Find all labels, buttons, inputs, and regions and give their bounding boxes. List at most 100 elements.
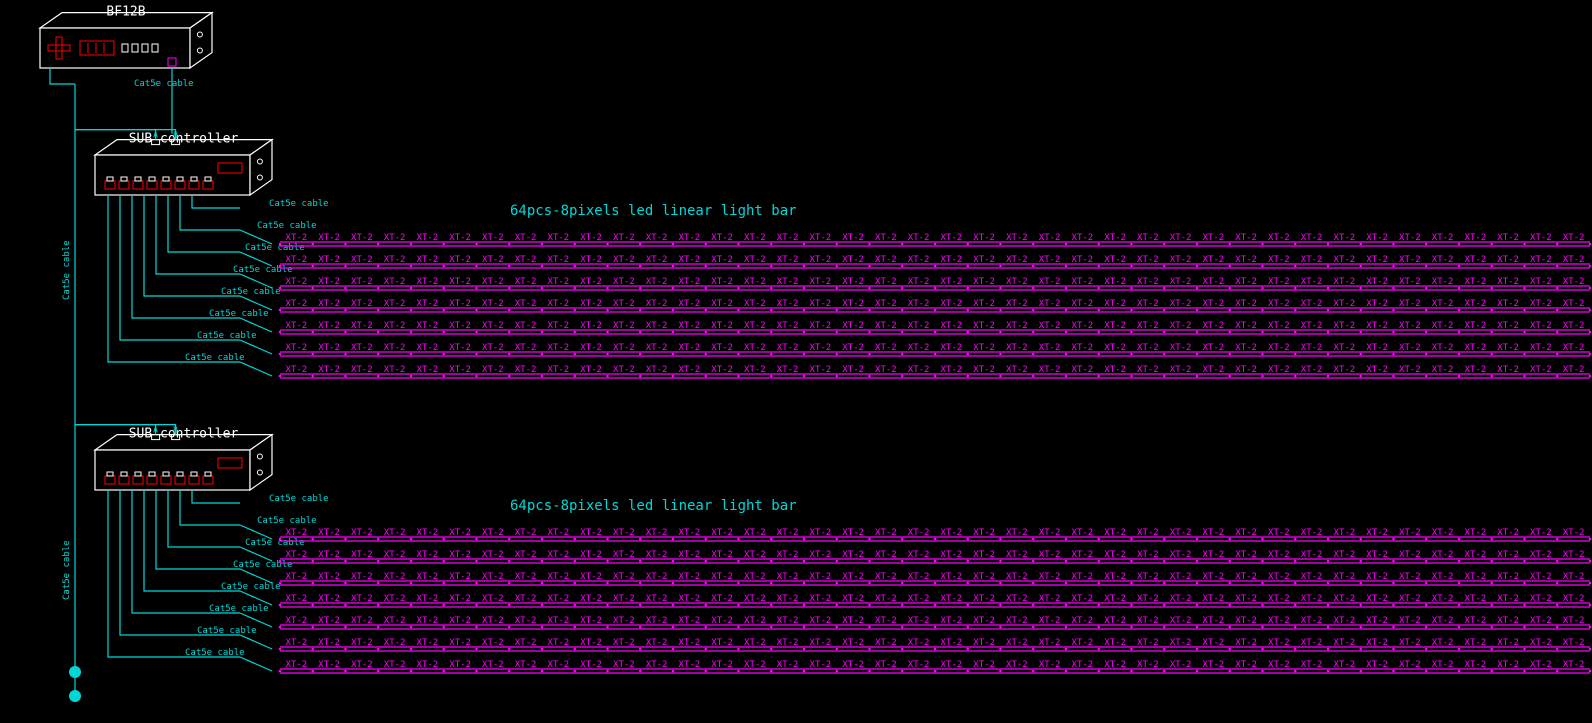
led-unit-label: XT-2 — [941, 528, 963, 538]
led-unit-label: XT-2 — [1334, 365, 1356, 375]
led-unit-label: XT-2 — [711, 277, 733, 287]
led-unit-label: XT-2 — [384, 638, 406, 648]
led-unit-label: XT-2 — [679, 616, 701, 626]
led-unit-label: XT-2 — [1039, 528, 1061, 538]
led-unit-label: XT-2 — [1006, 572, 1028, 582]
led-unit-label: XT-2 — [318, 638, 340, 648]
led-unit-label: XT-2 — [1039, 660, 1061, 670]
led-unit-label: XT-2 — [973, 277, 995, 287]
led-unit-label: XT-2 — [384, 255, 406, 265]
led-unit-label: XT-2 — [318, 550, 340, 560]
led-unit-label: XT-2 — [449, 528, 471, 538]
led-unit-label: XT-2 — [515, 616, 537, 626]
led-unit-label: XT-2 — [1170, 299, 1192, 309]
led-unit-label: XT-2 — [1072, 528, 1094, 538]
led-bar-row: XT-2XT-2XT-2XT-2XT-2XT-2XT-2XT-2XT-2XT-2… — [279, 638, 1592, 651]
led-unit-label: XT-2 — [875, 343, 897, 353]
led-bar-row: XT-2XT-2XT-2XT-2XT-2XT-2XT-2XT-2XT-2XT-2… — [279, 299, 1592, 312]
led-unit-label: XT-2 — [1268, 365, 1290, 375]
led-unit-label: XT-2 — [1530, 321, 1552, 331]
trunk-node — [69, 666, 81, 678]
led-unit-label: XT-2 — [1366, 343, 1388, 353]
led-unit-label: XT-2 — [679, 660, 701, 670]
led-unit-label: XT-2 — [646, 233, 668, 243]
led-unit-label: XT-2 — [548, 550, 570, 560]
led-unit-label: XT-2 — [1366, 233, 1388, 243]
led-bar-row: XT-2XT-2XT-2XT-2XT-2XT-2XT-2XT-2XT-2XT-2… — [279, 233, 1592, 246]
led-unit-label: XT-2 — [482, 255, 504, 265]
led-unit-label: XT-2 — [842, 277, 864, 287]
port-cable — [180, 490, 240, 525]
led-unit-label: XT-2 — [875, 550, 897, 560]
led-unit-label: XT-2 — [1563, 616, 1585, 626]
led-unit-label: XT-2 — [1137, 299, 1159, 309]
led-unit-label: XT-2 — [1104, 594, 1126, 604]
led-unit-label: XT-2 — [351, 365, 373, 375]
led-unit-label: XT-2 — [449, 550, 471, 560]
led-unit-label: XT-2 — [417, 255, 439, 265]
main-controller: BF12B — [40, 5, 212, 68]
led-unit-label: XT-2 — [1301, 660, 1323, 670]
led-unit-label: XT-2 — [515, 255, 537, 265]
led-unit-label: XT-2 — [679, 321, 701, 331]
led-unit-label: XT-2 — [875, 572, 897, 582]
led-unit-label: XT-2 — [1006, 616, 1028, 626]
led-unit-label: XT-2 — [318, 660, 340, 670]
led-unit-label: XT-2 — [1563, 365, 1585, 375]
led-unit-label: XT-2 — [449, 255, 471, 265]
led-unit-label: XT-2 — [875, 299, 897, 309]
led-unit-label: XT-2 — [679, 343, 701, 353]
port-cable — [144, 195, 240, 296]
led-unit-label: XT-2 — [679, 594, 701, 604]
led-unit-label: XT-2 — [711, 616, 733, 626]
led-unit-label: XT-2 — [679, 528, 701, 538]
led-unit-label: XT-2 — [875, 638, 897, 648]
led-unit-label: XT-2 — [417, 616, 439, 626]
led-unit-label: XT-2 — [1497, 528, 1519, 538]
led-unit-label: XT-2 — [744, 233, 766, 243]
led-unit-label: XT-2 — [1432, 550, 1454, 560]
trunk-label: Cat5e cable — [62, 240, 72, 300]
led-unit-label: XT-2 — [1006, 277, 1028, 287]
led-bar-row: XT-2XT-2XT-2XT-2XT-2XT-2XT-2XT-2XT-2XT-2… — [279, 255, 1592, 268]
led-unit-label: XT-2 — [1530, 594, 1552, 604]
led-unit-label: XT-2 — [548, 616, 570, 626]
led-unit-label: XT-2 — [449, 233, 471, 243]
led-unit-label: XT-2 — [286, 572, 308, 582]
led-unit-label: XT-2 — [417, 343, 439, 353]
led-unit-label: XT-2 — [1104, 572, 1126, 582]
led-unit-label: XT-2 — [1530, 365, 1552, 375]
led-unit-label: XT-2 — [1072, 638, 1094, 648]
led-unit-label: XT-2 — [613, 233, 635, 243]
led-unit-label: XT-2 — [1497, 277, 1519, 287]
led-unit-label: XT-2 — [1170, 616, 1192, 626]
cable-label: Cat5e cable — [185, 353, 245, 363]
led-unit-label: XT-2 — [810, 299, 832, 309]
bar-group-header: 64pcs-8pixels led linear light bar — [510, 203, 797, 219]
led-unit-label: XT-2 — [1399, 321, 1421, 331]
led-unit-label: XT-2 — [580, 528, 602, 538]
led-unit-label: XT-2 — [318, 299, 340, 309]
led-unit-label: XT-2 — [777, 660, 799, 670]
led-unit-label: XT-2 — [515, 233, 537, 243]
led-unit-label: XT-2 — [973, 528, 995, 538]
led-unit-label: XT-2 — [384, 528, 406, 538]
led-unit-label: XT-2 — [1497, 321, 1519, 331]
led-unit-label: XT-2 — [1006, 321, 1028, 331]
led-unit-label: XT-2 — [1301, 321, 1323, 331]
led-unit-label: XT-2 — [1563, 233, 1585, 243]
led-bar-row: XT-2XT-2XT-2XT-2XT-2XT-2XT-2XT-2XT-2XT-2… — [279, 343, 1592, 356]
led-unit-label: XT-2 — [1137, 365, 1159, 375]
led-unit-label: XT-2 — [449, 365, 471, 375]
led-unit-label: XT-2 — [1465, 572, 1487, 582]
port-cable — [180, 195, 240, 230]
led-unit-label: XT-2 — [1530, 528, 1552, 538]
led-unit-label: XT-2 — [679, 299, 701, 309]
led-unit-label: XT-2 — [1170, 594, 1192, 604]
led-unit-label: XT-2 — [941, 550, 963, 560]
led-unit-label: XT-2 — [613, 660, 635, 670]
led-unit-label: XT-2 — [941, 277, 963, 287]
led-unit-label: XT-2 — [515, 528, 537, 538]
led-unit-label: XT-2 — [1137, 594, 1159, 604]
led-unit-label: XT-2 — [1268, 255, 1290, 265]
